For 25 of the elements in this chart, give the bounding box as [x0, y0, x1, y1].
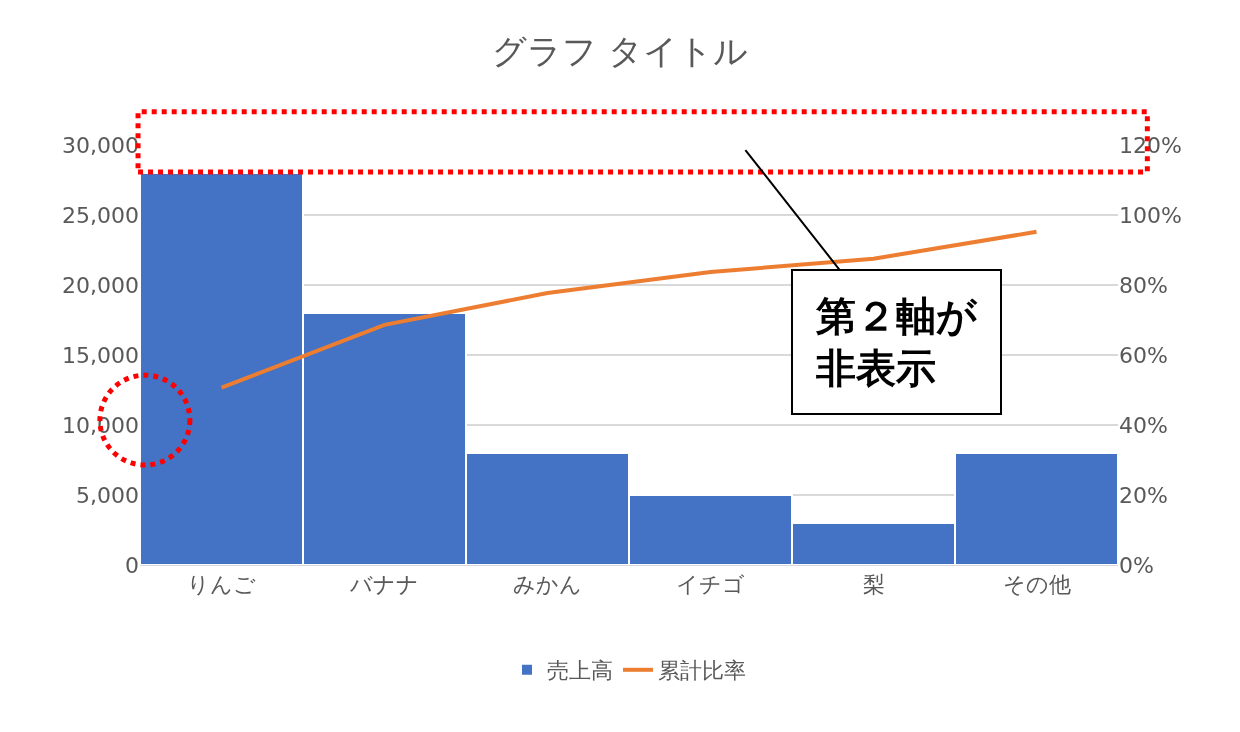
- x-tick-label: バナナ: [349, 572, 419, 598]
- line-series: [219, 229, 1039, 390]
- x-tick-label: 梨: [862, 572, 885, 598]
- y-tick-label: 20,000: [62, 272, 139, 298]
- y-tick-label: 15,000: [62, 342, 139, 368]
- legend-label: 累計比率: [658, 658, 746, 684]
- chart-title: グラフ タイトル: [492, 31, 748, 72]
- y2-tick-label: 60%: [1119, 342, 1168, 368]
- y2-tick-label: 0%: [1119, 552, 1154, 578]
- y-tick-label: 25,000: [62, 202, 139, 228]
- y-tick-label: 10,000: [62, 412, 139, 438]
- x-tick-label: その他: [1002, 572, 1071, 598]
- y-tick-label: 0: [125, 552, 139, 578]
- y2-tick-label: 40%: [1119, 412, 1168, 438]
- x-tick-label: りんご: [187, 572, 256, 598]
- y2-tick-label: 80%: [1119, 272, 1168, 298]
- x-tick-label: イチゴ: [676, 572, 745, 598]
- y-tick-label: 5,000: [76, 482, 139, 508]
- legend-label: 売上高: [547, 658, 613, 684]
- y-tick-label: 30,000: [62, 132, 139, 158]
- y2-tick-label: 120%: [1119, 132, 1182, 158]
- x-tick-label: みかん: [513, 572, 582, 598]
- y2-tick-label: 100%: [1119, 202, 1182, 228]
- annotation: 第２軸が非表示: [815, 293, 978, 391]
- y2-tick-label: 20%: [1119, 482, 1168, 508]
